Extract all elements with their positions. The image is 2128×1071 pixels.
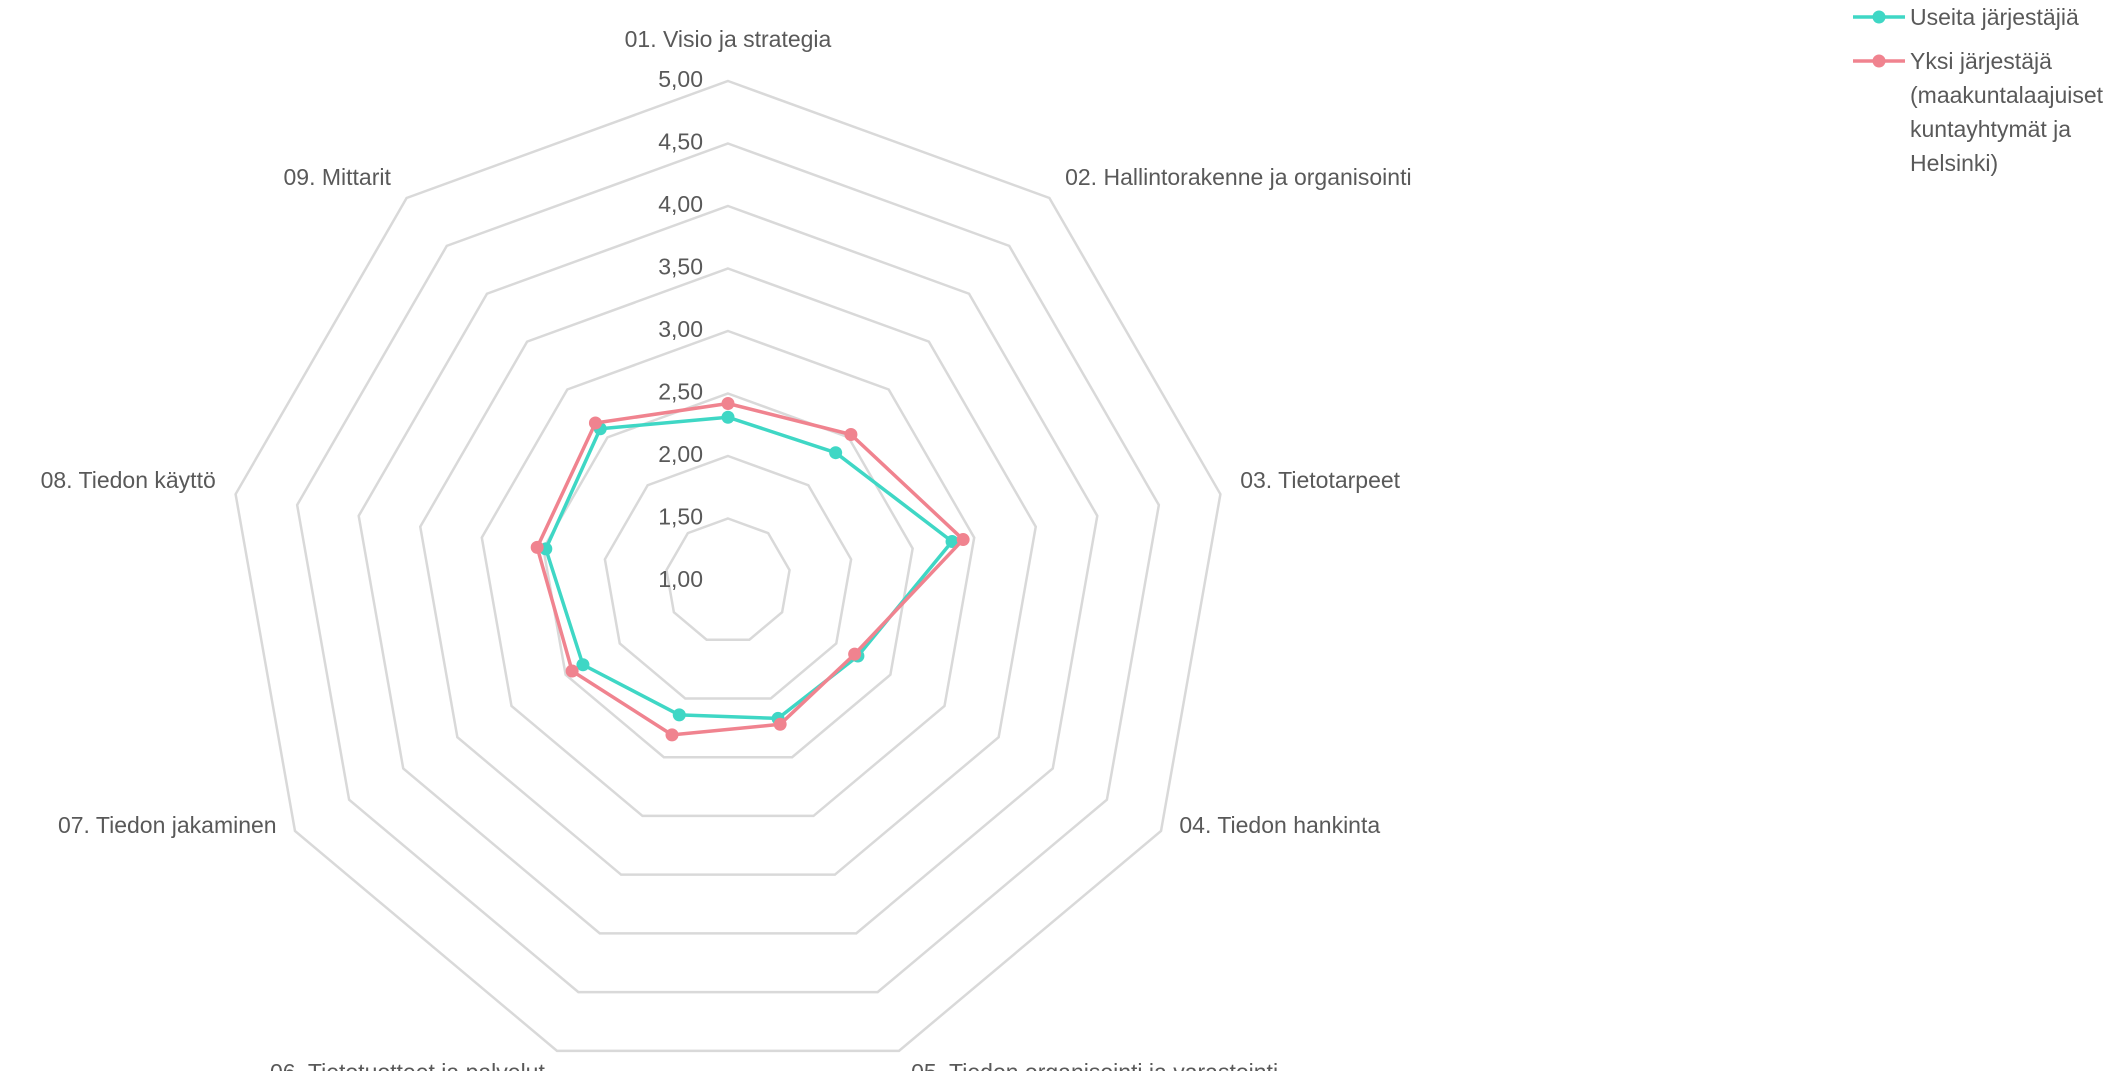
- y-tick-label: 1,00: [658, 566, 703, 592]
- category-label: 03. Tietotarpeet: [1240, 467, 1400, 493]
- point: [848, 647, 862, 661]
- category-label: 04. Tiedon hankinta: [1179, 812, 1380, 838]
- point: [844, 427, 858, 441]
- grid-ring: [665, 517, 791, 641]
- legend-swatch: [1853, 10, 1905, 24]
- legend: Useita järjestäjiä Yksi järjestäjä (maaku…: [1853, 0, 2123, 180]
- point: [829, 446, 843, 460]
- legend-marker: [1872, 54, 1886, 68]
- legend-label: Useita järjestäjiä: [1910, 4, 2079, 30]
- point: [530, 540, 544, 554]
- series-line: [535, 401, 965, 737]
- grid-ring: [480, 329, 976, 818]
- category-label: 01. Visio ja strategia: [625, 26, 832, 52]
- grid-ring: [357, 204, 1099, 935]
- category-label: 09. Mittarit: [284, 164, 392, 190]
- grid-ring: [295, 142, 1161, 994]
- point: [773, 717, 787, 731]
- point: [721, 397, 735, 410]
- legend-marker: [1872, 10, 1886, 24]
- y-tick-label: 3,00: [658, 316, 703, 342]
- y-tick-label: 4,00: [658, 191, 703, 217]
- point: [665, 728, 679, 742]
- series-line: [544, 415, 954, 721]
- y-tick-label: 4,50: [658, 129, 703, 155]
- y-tick-label: 1,50: [658, 504, 703, 530]
- point: [588, 416, 602, 430]
- legend-label: Yksi järjestäjä (maakuntalaajuiset kunta…: [1910, 48, 2104, 176]
- y-tick-label: 2,00: [658, 441, 703, 467]
- point: [565, 664, 579, 678]
- category-label: 05. Tiedon organisointi ja varastointi: [911, 1059, 1278, 1071]
- category-label: 06. Tietotuotteet ja palvelut: [270, 1059, 546, 1071]
- category-label: 08. Tiedon käyttö: [41, 467, 216, 493]
- point: [576, 658, 590, 672]
- legend-swatch: [1853, 54, 1905, 68]
- grid-ring: [603, 454, 853, 700]
- category-label: 07. Tiedon jakaminen: [58, 812, 277, 838]
- grid-ring: [418, 267, 1038, 876]
- legend-item: Useita järjestäjiä: [1853, 0, 2123, 34]
- point: [672, 708, 686, 722]
- point: [956, 533, 970, 547]
- y-tick-label: 5,00: [658, 66, 703, 92]
- grid-ring: [542, 392, 914, 759]
- category-label: 02. Hallintorakenne ja organisointi: [1065, 164, 1412, 190]
- point: [945, 534, 959, 548]
- grid-ring: [234, 79, 1222, 1053]
- y-tick-label: 3,50: [658, 254, 703, 280]
- legend-item: Yksi järjestäjä (maakuntalaajuiset kunta…: [1853, 44, 2128, 180]
- y-tick-label: 2,50: [658, 379, 703, 405]
- point: [721, 410, 735, 424]
